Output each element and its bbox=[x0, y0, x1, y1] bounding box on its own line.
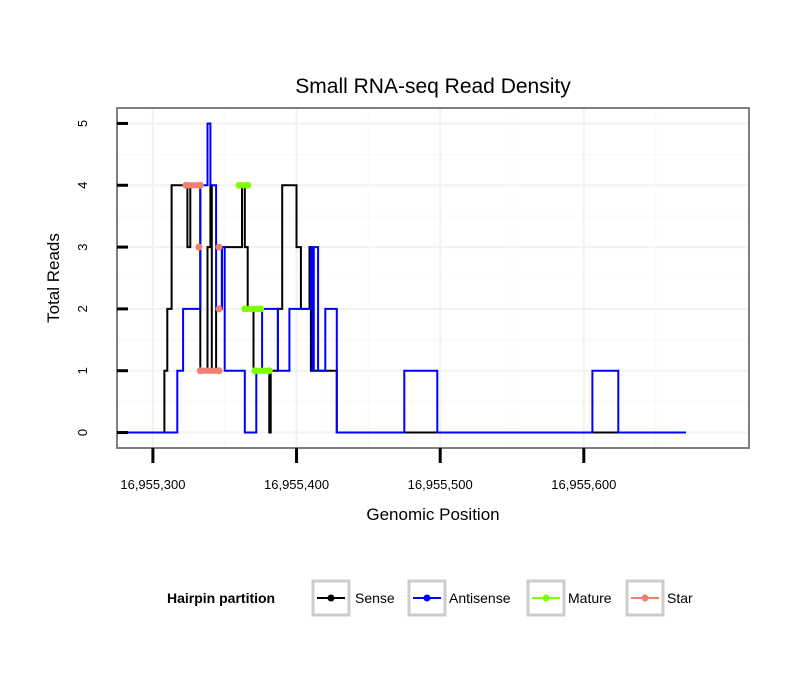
legend-key-point bbox=[641, 594, 649, 602]
chart-title: Small RNA-seq Read Density bbox=[295, 75, 571, 98]
y-tick-label: 4 bbox=[75, 182, 90, 189]
star-point bbox=[215, 243, 223, 251]
legend-label: Antisense bbox=[449, 590, 511, 606]
legend-key-point bbox=[542, 594, 550, 602]
legend-key-point bbox=[423, 594, 431, 602]
star-point bbox=[196, 181, 204, 189]
y-axis: 0 1 2 3 4 5 bbox=[75, 120, 128, 436]
star-point bbox=[196, 367, 204, 375]
antisense-series-line bbox=[122, 122, 686, 434]
x-tick-label: 16,955,600 bbox=[551, 477, 616, 492]
legend-label: Mature bbox=[568, 590, 612, 606]
y-tick-label: 3 bbox=[75, 243, 90, 250]
marker-layer bbox=[182, 181, 273, 375]
mature-point bbox=[241, 305, 249, 313]
mature-point bbox=[265, 367, 273, 375]
mature-point bbox=[235, 181, 243, 189]
legend-key-point bbox=[327, 594, 335, 602]
x-axis-label: Genomic Position bbox=[366, 505, 499, 524]
x-axis: 16,955,300 16,955,400 16,955,500 16,955,600 bbox=[120, 448, 616, 492]
star-point bbox=[182, 181, 190, 189]
x-tick-label: 16,955,500 bbox=[408, 477, 473, 492]
legend-label: Sense bbox=[355, 590, 395, 606]
star-point bbox=[215, 367, 223, 375]
x-tick-label: 16,955,300 bbox=[120, 477, 185, 492]
legend-item-antisense: Antisense bbox=[407, 579, 511, 617]
mature-point bbox=[257, 305, 265, 313]
star-point bbox=[195, 243, 203, 251]
y-tick-label: 2 bbox=[75, 305, 90, 312]
y-tick-label: 5 bbox=[75, 120, 90, 127]
legend-item-sense: Sense bbox=[311, 579, 395, 617]
legend-label: Star bbox=[667, 590, 693, 606]
legend-item-star: Star bbox=[625, 579, 693, 617]
x-tick-label: 16,955,400 bbox=[264, 477, 329, 492]
y-tick-label: 0 bbox=[75, 429, 90, 436]
mature-point bbox=[251, 367, 259, 375]
star-point bbox=[215, 305, 223, 313]
mature-point bbox=[244, 181, 252, 189]
y-tick-label: 1 bbox=[75, 367, 90, 374]
legend: Hairpin partition Sense Antisense Mature St… bbox=[167, 579, 693, 617]
legend-title: Hairpin partition bbox=[167, 590, 275, 606]
plot-panel-border bbox=[116, 107, 750, 449]
y-axis-label: Total Reads bbox=[44, 233, 63, 323]
legend-item-mature: Mature bbox=[526, 579, 612, 617]
